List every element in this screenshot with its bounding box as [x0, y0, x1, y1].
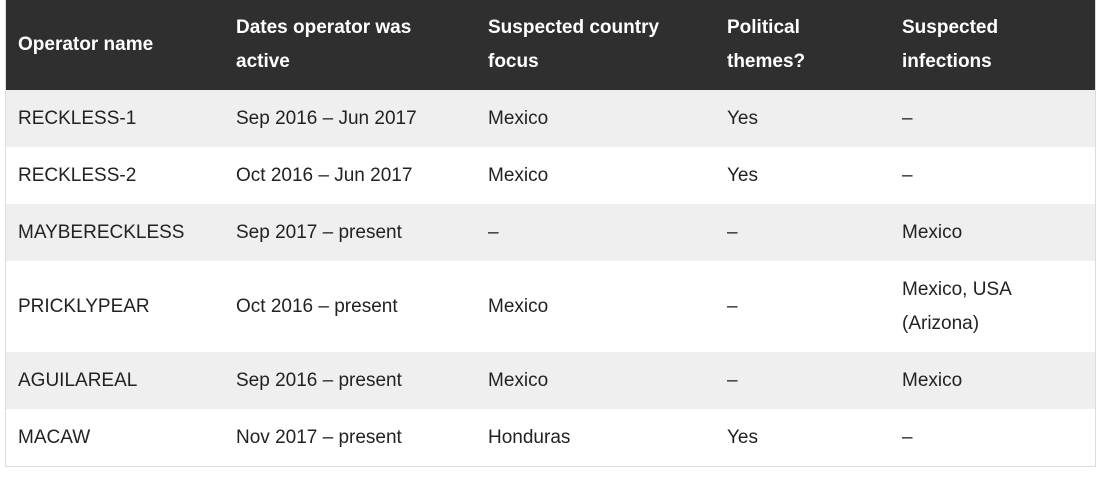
operator-name-cell: AGUILAREAL [18, 369, 138, 391]
suspected-infections-cell: Mexico, USA (Arizona) [902, 278, 1011, 334]
political-themes-cell: – [727, 295, 738, 317]
table-body: RECKLESS-1 Sep 2016 – Jun 2017 Mexico Ye… [6, 90, 1095, 466]
operator-name-cell: RECKLESS-2 [18, 164, 137, 186]
table-header: Operator name Dates operator was active … [6, 0, 1095, 90]
dates-active-cell: Oct 2016 – Jun 2017 [236, 164, 413, 186]
dates-active-cell: Sep 2016 – present [236, 369, 402, 391]
country-focus-cell: Honduras [488, 426, 571, 448]
political-themes-cell: – [727, 369, 738, 391]
header-row: Operator name Dates operator was active … [6, 0, 1095, 90]
political-themes-cell: Yes [727, 164, 758, 186]
table-row: PRICKLYPEAR Oct 2016 – present Mexico – … [6, 261, 1095, 352]
political-themes-cell: – [727, 221, 738, 243]
suspected-infections-cell: Mexico [902, 221, 963, 243]
header-suspected-infections: Suspected infections [902, 17, 999, 72]
operator-name-cell: PRICKLYPEAR [18, 295, 150, 317]
operator-name-cell: MAYBERECKLESS [18, 221, 185, 243]
table-row: RECKLESS-2 Oct 2016 – Jun 2017 Mexico Ye… [6, 147, 1095, 204]
operator-name-cell: RECKLESS-1 [18, 107, 137, 129]
country-focus-cell: Mexico [488, 107, 549, 129]
country-focus-cell: Mexico [488, 164, 549, 186]
table-row: RECKLESS-1 Sep 2016 – Jun 2017 Mexico Ye… [6, 90, 1095, 147]
country-focus-cell: Mexico [488, 295, 549, 317]
country-focus-cell: Mexico [488, 369, 549, 391]
political-themes-cell: Yes [727, 107, 758, 129]
suspected-infections-cell: Mexico [902, 369, 963, 391]
dates-active-cell: Oct 2016 – present [236, 295, 398, 317]
suspected-infections-cell: – [902, 164, 913, 186]
header-operator-name: Operator name [18, 34, 154, 55]
dates-active-cell: Sep 2017 – present [236, 221, 402, 243]
table-row: MACAW Nov 2017 – present Honduras Yes – [6, 409, 1095, 466]
country-focus-cell: – [488, 221, 499, 243]
table-row: AGUILAREAL Sep 2016 – present Mexico – M… [6, 352, 1095, 409]
suspected-infections-cell: – [902, 107, 913, 129]
table-row: MAYBERECKLESS Sep 2017 – present – – Mex… [6, 204, 1095, 261]
dates-active-cell: Nov 2017 – present [236, 426, 402, 448]
dates-active-cell: Sep 2016 – Jun 2017 [236, 107, 417, 129]
operators-table-container: Operator name Dates operator was active … [5, 0, 1096, 467]
header-country-focus: Suspected country focus [488, 17, 660, 72]
operator-name-cell: MACAW [18, 426, 91, 448]
header-political-themes: Political themes? [727, 17, 806, 72]
suspected-infections-cell: – [902, 426, 913, 448]
operators-table: Operator name Dates operator was active … [6, 0, 1095, 466]
political-themes-cell: Yes [727, 426, 758, 448]
header-dates-active: Dates operator was active [236, 17, 412, 72]
